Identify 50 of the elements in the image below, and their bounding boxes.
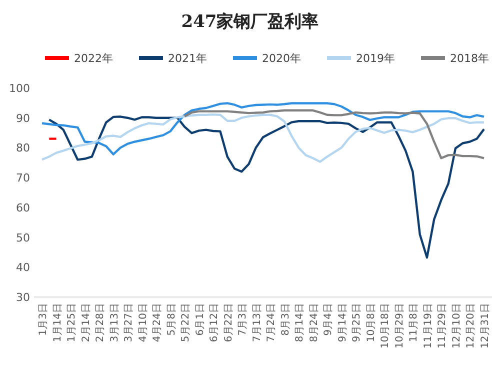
x-tick-label: 4月24日: [152, 303, 164, 342]
y-tick-label: 60: [16, 201, 30, 214]
x-tick-label: 5月22日: [180, 303, 192, 342]
x-tick-label: 3月27日: [124, 303, 135, 342]
y-tick-label: 90: [16, 112, 30, 125]
x-tick-label: 2月14日: [80, 303, 92, 342]
y-tick-label: 40: [16, 261, 30, 274]
x-tick-label: 6月12日: [209, 303, 220, 342]
y-tick-label: 50: [16, 231, 30, 244]
y-tick-label: 100: [9, 82, 30, 95]
x-tick-label: 1月14日: [52, 303, 64, 342]
x-tick-label: 4月10日: [138, 303, 149, 342]
x-tick-label: 9月4日: [323, 303, 334, 336]
line-series: [183, 109, 486, 160]
x-tick-label: 8月3日: [280, 303, 292, 336]
x-tick-label: 9月25日: [352, 303, 363, 342]
legend-label: 2020年: [262, 52, 301, 65]
x-tick-label: 8月24日: [308, 303, 320, 342]
y-tick-label: 70: [16, 172, 30, 185]
x-tick-label: 6月22日: [223, 303, 234, 342]
x-tick-label: 11月8日: [408, 303, 420, 342]
legend-label: 2022年: [74, 52, 113, 65]
line-series: [48, 116, 486, 259]
y-tick-label: 80: [16, 142, 30, 155]
x-tick-label: 7月13日: [252, 303, 263, 342]
y-tick-label: 30: [16, 291, 30, 304]
x-tick-label: 7月24日: [266, 303, 278, 342]
x-tick-label: 11月29日: [437, 303, 448, 348]
x-tick-label: 3月13日: [109, 303, 120, 342]
x-tick-label: 10月18日: [380, 303, 392, 348]
x-tick-label: 2月28日: [95, 303, 106, 342]
x-tick-label: 12月10日: [451, 303, 462, 348]
line-series: [40, 113, 486, 163]
x-tick-label: 10月8日: [366, 303, 377, 342]
x-tick-label: 1月25日: [66, 303, 78, 342]
legend-label: 2021年: [168, 52, 207, 65]
x-tick-label: 9月14日: [337, 303, 348, 342]
x-tick-label: 10月29日: [394, 303, 406, 348]
x-tick-label: 11月19日: [422, 303, 434, 348]
chart-title: 247家钢厂盈利率: [181, 12, 319, 32]
line-series: [40, 102, 486, 156]
x-tick-label: 6月1日: [194, 303, 206, 336]
x-tick-label: 7月3日: [238, 303, 249, 336]
x-tick-label: 12月20日: [466, 303, 477, 348]
x-tick-label: 5月8日: [166, 303, 178, 336]
x-tick-label: 1月3日: [38, 303, 49, 336]
legend-label: 2018年: [450, 52, 489, 65]
x-tick-label: 8月14日: [294, 303, 306, 342]
x-tick-label: 12月31日: [480, 303, 491, 348]
legend-label: 2019年: [356, 52, 395, 65]
